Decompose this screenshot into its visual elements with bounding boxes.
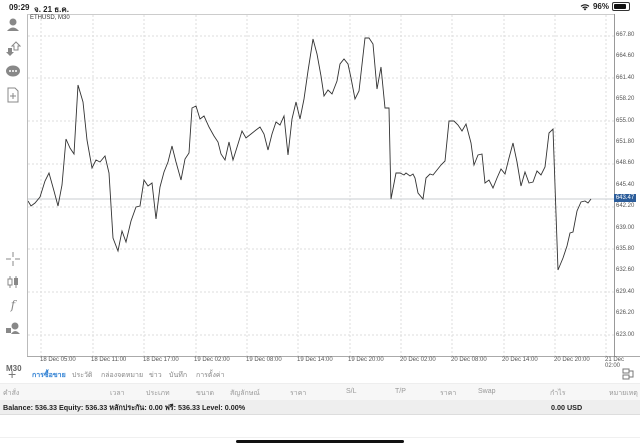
time-label: 21 Dec 02:00 <box>605 357 625 369</box>
price-label: 642.20 <box>616 203 635 209</box>
col-order: คำสั่ง <box>3 390 20 397</box>
chart-symbol-title: ETHUSD, M30 <box>30 15 70 21</box>
price-label: 655.00 <box>616 118 635 124</box>
time-label: 18 Dec 17:00 <box>143 357 179 363</box>
price-label: 639.00 <box>616 225 635 231</box>
battery-percent: 96% <box>592 2 609 11</box>
status-bar: 09:29 จ. 21 ธ.ค. 96% <box>0 0 640 14</box>
price-axis[interactable] <box>614 14 640 356</box>
trade-icon[interactable] <box>5 40 21 56</box>
time-label: 19 Dec 08:00 <box>246 357 282 363</box>
time-label: 20 Dec 14:00 <box>502 357 538 363</box>
price-chart[interactable] <box>27 14 614 357</box>
col-swap: Swap <box>478 388 496 395</box>
home-indicator[interactable] <box>236 440 404 443</box>
crosshair-icon[interactable] <box>5 251 21 267</box>
tab-journal[interactable]: บันทึก <box>169 372 188 379</box>
objects-icon[interactable] <box>5 320 21 336</box>
col-tp: T/P <box>395 388 406 395</box>
price-label: 645.40 <box>616 182 635 188</box>
account-icon[interactable] <box>5 17 21 33</box>
current-price-tag: 643.47 <box>614 194 636 202</box>
time-label: 19 Dec 20:00 <box>348 357 384 363</box>
date: จ. 21 ธ.ค. <box>34 5 69 14</box>
tab-trade[interactable]: การซื้อขาย <box>32 372 66 379</box>
total-profit: 0.00 USD <box>551 403 583 412</box>
clock: 09:29 <box>9 3 30 12</box>
divider <box>0 437 640 438</box>
col-sl: S/L <box>346 388 357 395</box>
balance-summary: Balance: 536.33 Equity: 536.33 หลักประกั… <box>3 403 246 412</box>
col-current-price: ราคา <box>440 390 457 397</box>
price-label: 651.80 <box>616 139 635 145</box>
terminal-tabs <box>0 366 640 384</box>
timeframe-label[interactable]: M30 <box>6 364 22 373</box>
left-toolbar: f M30 <box>0 14 26 373</box>
col-time: เวลา <box>110 390 125 397</box>
price-label: 635.80 <box>616 246 635 252</box>
price-label: 648.60 <box>616 160 635 166</box>
table-header <box>0 384 640 401</box>
price-label: 623.00 <box>616 332 635 338</box>
chat-icon[interactable] <box>5 64 21 80</box>
tab-settings[interactable]: การตั้งค่า <box>196 372 225 379</box>
price-label: 664.60 <box>616 53 635 59</box>
col-type: ประเภท <box>146 390 170 397</box>
price-label: 629.40 <box>616 289 635 295</box>
col-price: ราคา <box>290 390 307 397</box>
price-label: 632.60 <box>616 267 635 273</box>
add-icon[interactable]: + <box>8 366 17 382</box>
battery-icon <box>612 2 630 11</box>
time-label: 20 Dec 20:00 <box>554 357 590 363</box>
chart-canvas <box>28 15 614 357</box>
balance-row <box>0 400 640 415</box>
price-label: 626.20 <box>616 310 635 316</box>
expand-panel-icon[interactable] <box>622 368 634 380</box>
price-label: 661.40 <box>616 75 635 81</box>
time-label: 18 Dec 11:00 <box>91 357 127 363</box>
time-label: 20 Dec 02:00 <box>400 357 436 363</box>
time-label: 20 Dec 08:00 <box>451 357 487 363</box>
tab-news[interactable]: ข่าว <box>149 372 162 379</box>
price-label: 658.20 <box>616 96 635 102</box>
col-profit: กำไร <box>550 390 566 397</box>
tab-mailbox[interactable]: กล่องจดหมาย <box>101 372 144 379</box>
price-label: 667.80 <box>616 32 635 38</box>
time-axis[interactable] <box>27 356 640 367</box>
time-label: 18 Dec 05:00 <box>40 357 76 363</box>
indicator-icon[interactable]: f <box>10 298 16 312</box>
new-order-icon[interactable] <box>5 87 21 103</box>
status-right: 96% <box>580 2 630 11</box>
col-comment: หมายเหตุ <box>609 390 638 397</box>
col-symbol: สัญลักษณ์ <box>230 390 260 397</box>
tab-history[interactable]: ประวัติ <box>72 372 93 379</box>
time-label: 19 Dec 02:00 <box>194 357 230 363</box>
col-volume: ขนาด <box>196 390 215 397</box>
wifi-icon <box>580 3 590 11</box>
candlestick-icon[interactable] <box>5 274 21 290</box>
time-label: 19 Dec 14:00 <box>297 357 333 363</box>
